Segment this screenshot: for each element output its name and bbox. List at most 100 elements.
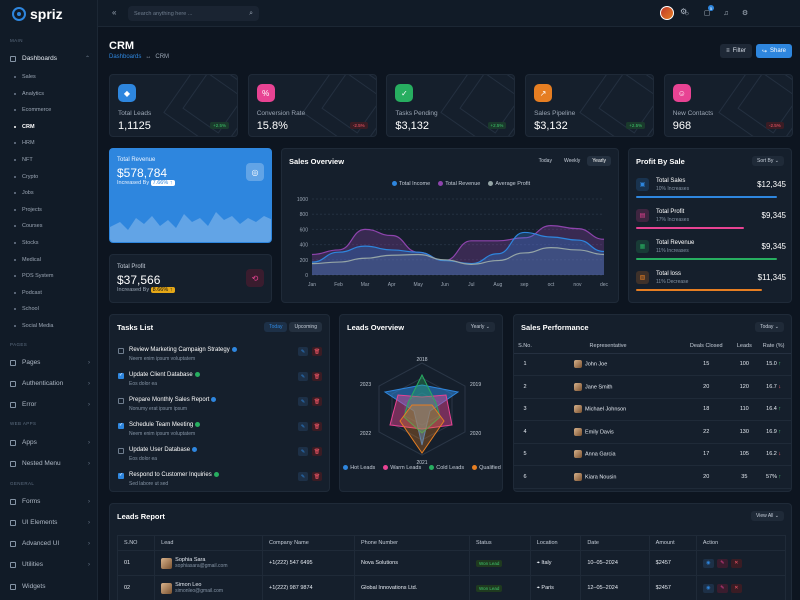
sidebar-item-nested-menu[interactable]: Nested Menu ›: [10, 457, 90, 470]
delete-icon[interactable]: ✕: [730, 583, 742, 593]
chevron-up-icon: ⌃: [84, 56, 90, 62]
sidebar-item-podcast[interactable]: Podcast: [14, 287, 42, 299]
sidebar-item-hrm[interactable]: HRM: [14, 137, 35, 149]
sidebar-item-analytics[interactable]: Analytics: [14, 88, 44, 100]
logo-icon: [12, 7, 26, 21]
task-checkbox[interactable]: [118, 448, 124, 454]
sidebar-item-dashboards[interactable]: Dashboards ⌃: [10, 52, 90, 65]
task-checkbox[interactable]: [118, 422, 124, 429]
sidebar-item-nft[interactable]: NFT: [14, 154, 33, 166]
stat-icon: ↗: [534, 84, 553, 102]
tab-yearly[interactable]: Yearly: [587, 156, 611, 166]
breadcrumb-link[interactable]: Dashboards: [109, 54, 142, 60]
delete-icon[interactable]: ✕: [730, 558, 742, 568]
edit-icon[interactable]: ✎: [298, 397, 308, 406]
sidebar-item-social-media[interactable]: Social Media: [14, 320, 54, 332]
sidebar-item-widgets[interactable]: Widgets: [10, 580, 90, 593]
bullet-icon: [14, 76, 16, 78]
brand-logo[interactable]: spriz: [12, 6, 63, 22]
edit-icon[interactable]: ✎: [298, 447, 308, 456]
collapse-sidebar-icon[interactable]: «: [112, 8, 117, 17]
sidebar-item-authentication[interactable]: Authentication ›: [10, 377, 90, 390]
sidebar-item-forms[interactable]: Forms ›: [10, 495, 90, 508]
sidebar-item-courses[interactable]: Courses: [14, 220, 42, 232]
sales-overview-card: Sales Overview Today Weekly Yearly Total I…: [281, 148, 619, 303]
column-header: Leads: [732, 339, 757, 354]
edit-icon[interactable]: ✎: [298, 347, 308, 356]
tab-today[interactable]: Today: [538, 158, 552, 164]
task-checkbox[interactable]: [118, 472, 124, 479]
x-tick-label: dec: [600, 282, 609, 288]
apps-grid-icon[interactable]: ⚙: [741, 10, 749, 17]
sidebar-item-error[interactable]: Error ›: [10, 398, 90, 411]
page-title: CRM: [109, 40, 135, 52]
bullet-icon: [14, 192, 16, 195]
x-tick-label: oct: [548, 282, 555, 288]
task-checkbox[interactable]: [118, 348, 124, 354]
filter-button[interactable]: ≡ Filter: [720, 44, 752, 58]
edit-icon[interactable]: ✎: [298, 372, 308, 381]
delete-icon[interactable]: 🗑: [312, 347, 322, 356]
delete-icon[interactable]: 🗑: [312, 372, 322, 381]
sidebar-item-crm[interactable]: CRM: [14, 121, 35, 133]
cart-badge: 5: [708, 5, 714, 11]
task-checkbox[interactable]: [118, 372, 124, 379]
bell-icon[interactable]: ♫: [723, 9, 729, 17]
sidebar-item-projects[interactable]: Projects: [14, 204, 42, 216]
bullet-icon: [14, 142, 16, 145]
view-icon[interactable]: ◉: [702, 558, 714, 568]
delete-icon[interactable]: 🗑: [312, 447, 322, 456]
profit-item: ▣ Total Sales 10% Increases $12,345: [636, 175, 786, 201]
legend-swatch: [343, 465, 349, 471]
leads-report-select[interactable]: View All ⌄: [750, 511, 784, 521]
profit-item-icon: ▦: [636, 240, 649, 253]
settings-icon[interactable]: ⚙: [680, 7, 688, 16]
delete-icon[interactable]: 🗑: [312, 422, 322, 431]
sidebar-item-ecommerce[interactable]: Ecommerce: [14, 104, 51, 116]
sidebar-item-pos-system[interactable]: POS System: [14, 270, 53, 282]
sidebar-item-advanced-ui[interactable]: Advanced UI ›: [10, 537, 90, 550]
edit-icon[interactable]: ✎: [716, 583, 728, 593]
lead-cell: Simon Leo simonleo@gmail.com: [154, 575, 264, 600]
sidebar-item-stocks[interactable]: Stocks: [14, 237, 39, 249]
share-button[interactable]: ↪ Share: [756, 44, 792, 58]
y-tick-label: 200: [300, 258, 309, 264]
sidebar-item-label: NFT: [22, 157, 33, 163]
sidebar-item-apps[interactable]: Apps ›: [10, 436, 90, 449]
task-subtitle: Sed labore ut sed: [129, 481, 169, 487]
tab-weekly[interactable]: Weekly: [563, 158, 581, 164]
tab-today[interactable]: Today: [264, 322, 288, 332]
legend-item: Total Revenue: [438, 181, 480, 187]
sidebar-item-crypto[interactable]: Crypto: [14, 171, 38, 183]
task-checkbox[interactable]: [118, 398, 124, 404]
delete-icon[interactable]: 🗑: [312, 472, 322, 481]
sales-performance-select[interactable]: Today ⌄: [755, 322, 784, 332]
avatar[interactable]: [660, 6, 674, 20]
theme-icon[interactable]: ☼: [683, 9, 691, 17]
forms-icon: [10, 498, 16, 505]
sort-by-select[interactable]: Sort By ⌄: [752, 156, 784, 166]
tab-upcoming[interactable]: Upcoming: [289, 322, 322, 332]
profit-item-sub: 11% Decrease: [656, 279, 689, 285]
edit-icon[interactable]: ✎: [298, 472, 308, 481]
sidebar-item-pages[interactable]: Pages ›: [10, 356, 90, 369]
profit-increase-label: Increased By: [117, 287, 150, 293]
delete-icon[interactable]: 🗑: [312, 397, 322, 406]
sidebar-item-medical[interactable]: Medical: [14, 254, 41, 266]
sidebar-item-ui-elements[interactable]: UI Elements ›: [10, 516, 90, 529]
edit-icon[interactable]: ✎: [298, 422, 308, 431]
search-input[interactable]: Search anything here ... ⌕: [128, 6, 259, 21]
sidebar-item-sales[interactable]: Sales: [14, 71, 36, 83]
avatar: [573, 360, 582, 369]
sidebar-item-utilities[interactable]: Utilities ›: [10, 558, 90, 571]
cart-icon[interactable]: ▢ 5: [703, 5, 714, 17]
leads-overview-select[interactable]: Yearly ⌄: [465, 322, 495, 332]
view-icon[interactable]: ◉: [702, 583, 714, 593]
box-icon: [10, 519, 16, 526]
sidebar-item-school[interactable]: School: [14, 303, 39, 315]
revenue-increase-badge: 7.66% ↑: [150, 180, 175, 186]
edit-icon[interactable]: ✎: [716, 558, 728, 568]
x-tick-label: May: [413, 282, 423, 288]
sidebar-item-jobs[interactable]: Jobs: [14, 187, 34, 199]
